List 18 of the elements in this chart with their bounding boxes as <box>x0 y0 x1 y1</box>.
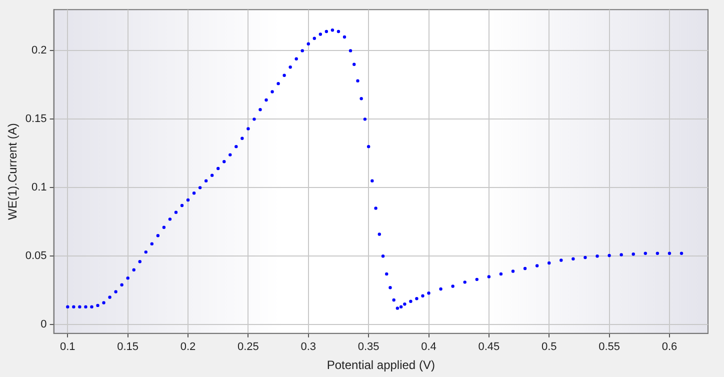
x-tick-label: 0.45 <box>478 341 500 354</box>
x-tick-label: 0.55 <box>598 341 620 354</box>
x-tick-label: 0.2 <box>180 341 196 354</box>
y-tick-label: 0.1 <box>32 182 47 194</box>
x-tick-label: 0.5 <box>541 341 557 354</box>
y-tick-label: 0.05 <box>25 250 47 262</box>
x-tick-label: 0.35 <box>358 341 380 354</box>
x-axis-title: Potential applied (V) <box>326 358 435 372</box>
y-tick-label: 0 <box>40 318 47 331</box>
x-tick-label: 0.1 <box>60 341 76 354</box>
x-tick-label: 0.6 <box>662 341 678 354</box>
y-tick-label: 0.2 <box>32 44 47 57</box>
x-tick-label: 0.4 <box>421 341 436 354</box>
x-tick-label: 0.15 <box>117 341 139 354</box>
y-axis-title: WE(1).Current (A) <box>6 123 20 220</box>
x-tick-label: 0.3 <box>300 341 316 354</box>
x-tick-label: 0.25 <box>237 341 259 354</box>
y-tick-label: 0.15 <box>25 113 47 126</box>
